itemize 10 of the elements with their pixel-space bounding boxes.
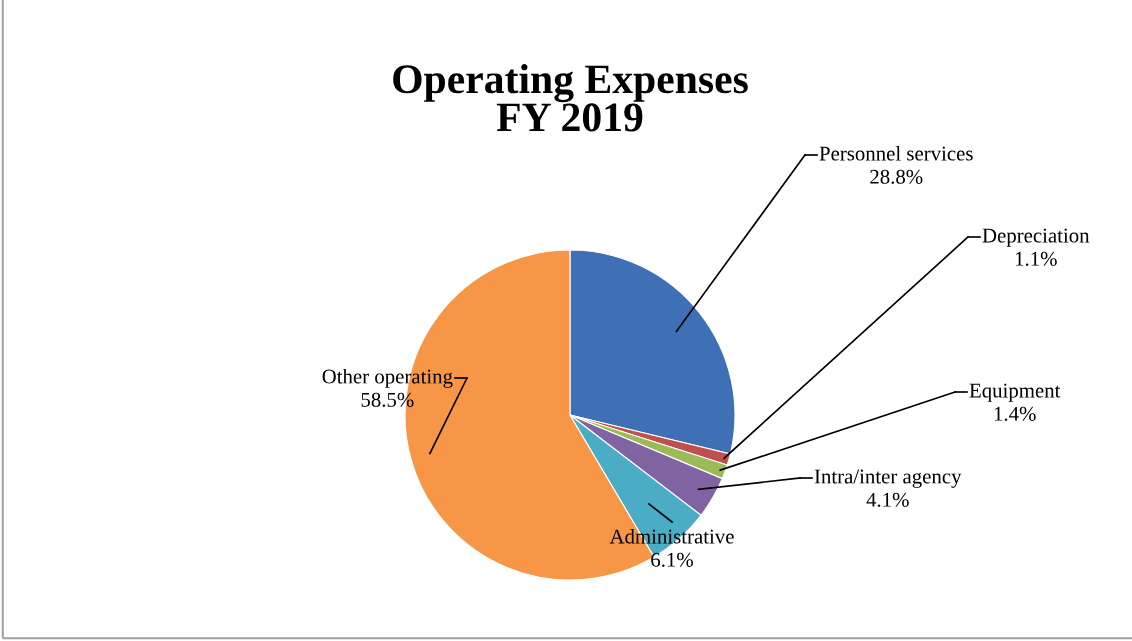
data-label: 28.8% <box>870 169 923 184</box>
slice-label: Personnel services <box>819 145 973 161</box>
slice-label: Intra/inter agency <box>814 469 962 488</box>
data-label: 4.1% <box>866 492 909 507</box>
slice-label: Equipment <box>969 383 1061 402</box>
chart-title: Operating Expenses FY 2019 <box>393 64 748 132</box>
data-label: 1.1% <box>1015 251 1057 266</box>
data-label: 1.4% <box>994 406 1036 421</box>
slice-label: Depreciation <box>982 228 1090 247</box>
data-label: 6.1% <box>651 552 693 567</box>
